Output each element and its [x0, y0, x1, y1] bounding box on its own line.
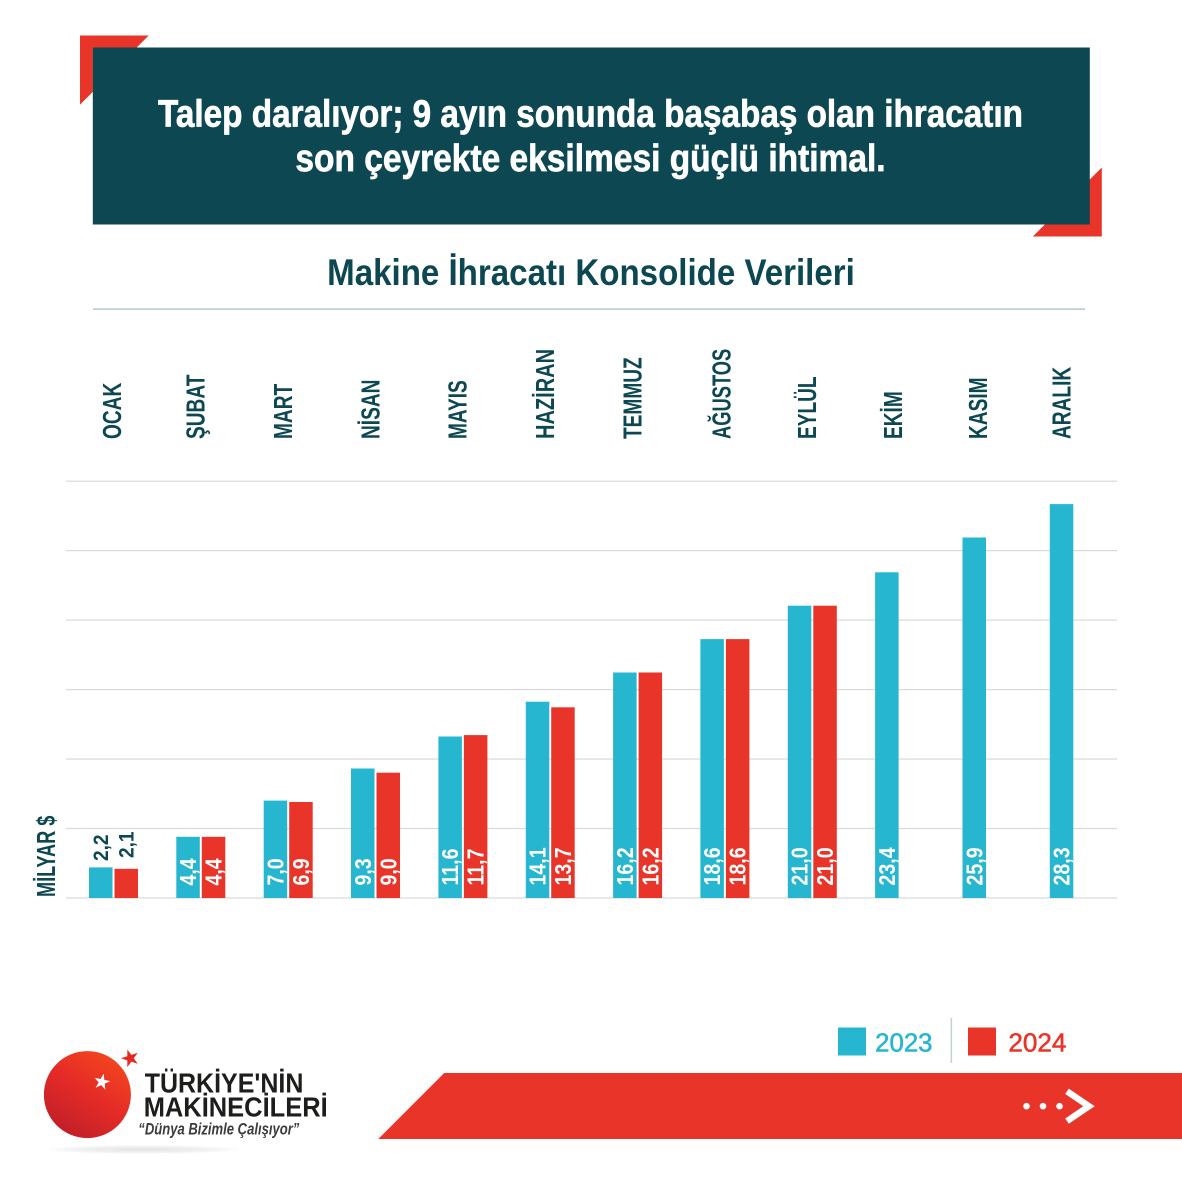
svg-text:ŞUBAT: ŞUBAT: [181, 375, 211, 439]
svg-text:28,3: 28,3: [1049, 847, 1075, 885]
svg-text:AĞUSTOS: AĞUSTOS: [707, 349, 737, 439]
svg-text:2,1: 2,1: [115, 831, 139, 858]
svg-text:21,0: 21,0: [812, 847, 838, 885]
svg-text:11,6: 11,6: [437, 849, 463, 886]
svg-text:MAKİNECİLERİ: MAKİNECİLERİ: [144, 1092, 328, 1123]
svg-text:OCAK: OCAK: [97, 383, 127, 439]
svg-text:KASIM: KASIM: [963, 377, 993, 439]
svg-text:EKİM: EKİM: [878, 391, 908, 439]
svg-text:11,7: 11,7: [463, 849, 489, 886]
svg-text:Talep daralıyor; 9 ayın sonund: Talep daralıyor; 9 ayın sonunda başabaş …: [158, 92, 1023, 135]
svg-text:HAZİRAN: HAZİRAN: [530, 349, 560, 439]
svg-text:16,2: 16,2: [637, 847, 663, 885]
svg-text:EYLÜL: EYLÜL: [792, 376, 822, 439]
svg-text:TEMMUZ: TEMMUZ: [617, 357, 647, 439]
svg-text:18,6: 18,6: [725, 847, 751, 885]
svg-text:NİSAN: NİSAN: [355, 380, 385, 440]
svg-text:2,2: 2,2: [89, 834, 113, 861]
svg-text:4,4: 4,4: [175, 858, 201, 885]
svg-text:21,0: 21,0: [787, 847, 813, 885]
svg-text:6,9: 6,9: [288, 858, 314, 885]
svg-text:MİLYAR $: MİLYAR $: [31, 815, 61, 897]
svg-text:“Dünya Bizimle Çalışıyor”: “Dünya Bizimle Çalışıyor”: [138, 1121, 300, 1139]
svg-text:TÜRKİYE'NİN: TÜRKİYE'NİN: [145, 1067, 304, 1098]
svg-text:23,4: 23,4: [874, 847, 900, 885]
svg-text:2023: 2023: [875, 1030, 932, 1058]
svg-text:MAYIS: MAYIS: [443, 380, 473, 439]
svg-text:2024: 2024: [1008, 1030, 1066, 1058]
svg-text:9,0: 9,0: [375, 858, 401, 885]
svg-text:7,0: 7,0: [263, 858, 289, 885]
svg-text:25,9: 25,9: [961, 847, 987, 885]
svg-text:9,3: 9,3: [350, 858, 376, 885]
svg-text:son çeyrekte eksilmesi güçlü i: son çeyrekte eksilmesi güçlü ihtimal.: [295, 137, 885, 180]
svg-text:MART: MART: [268, 384, 298, 439]
svg-text:4,4: 4,4: [201, 858, 227, 885]
svg-text:13,7: 13,7: [550, 847, 576, 885]
svg-text:16,2: 16,2: [612, 847, 638, 885]
svg-text:Makine İhracatı Konsolide Veri: Makine İhracatı Konsolide Verileri: [327, 251, 855, 293]
svg-text:ARALIK: ARALIK: [1047, 367, 1077, 439]
svg-text:18,6: 18,6: [699, 847, 725, 885]
svg-text:14,1: 14,1: [525, 847, 551, 885]
